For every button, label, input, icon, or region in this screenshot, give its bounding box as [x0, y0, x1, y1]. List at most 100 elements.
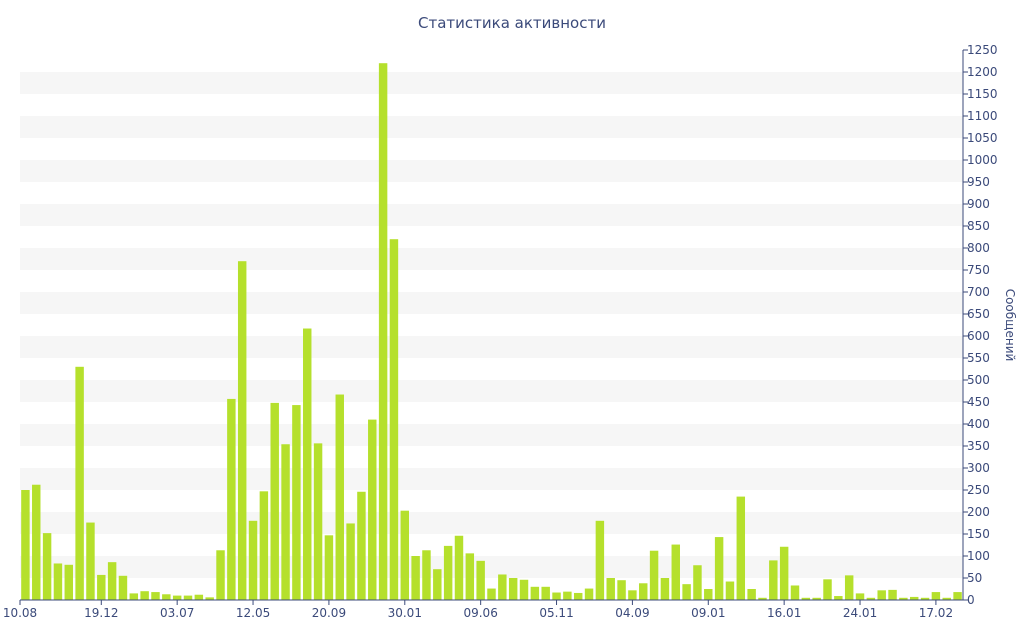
- y-tick-label: 1250: [967, 43, 998, 57]
- bar[interactable]: [172, 595, 182, 600]
- bar[interactable]: [530, 586, 540, 600]
- bar[interactable]: [422, 550, 431, 600]
- bar[interactable]: [107, 562, 117, 600]
- grid-band: [20, 292, 963, 314]
- bar[interactable]: [779, 546, 789, 600]
- bar[interactable]: [237, 261, 247, 600]
- bar[interactable]: [888, 589, 897, 600]
- bar[interactable]: [64, 564, 73, 600]
- bar[interactable]: [97, 574, 106, 600]
- bar[interactable]: [769, 560, 778, 600]
- bar[interactable]: [443, 545, 453, 600]
- bar[interactable]: [714, 537, 724, 600]
- bar[interactable]: [433, 569, 442, 600]
- bar[interactable]: [704, 589, 713, 600]
- bar[interactable]: [378, 63, 388, 600]
- bar[interactable]: [357, 491, 366, 600]
- bar[interactable]: [270, 402, 279, 600]
- bar[interactable]: [671, 544, 680, 600]
- bar[interactable]: [53, 563, 63, 600]
- bar[interactable]: [194, 594, 204, 600]
- bar[interactable]: [790, 585, 800, 600]
- bar[interactable]: [834, 596, 843, 600]
- bar[interactable]: [411, 556, 420, 600]
- bar[interactable]: [151, 592, 160, 600]
- bar[interactable]: [758, 597, 767, 600]
- bar[interactable]: [573, 592, 583, 600]
- bar[interactable]: [346, 523, 355, 600]
- y-tick-label: 0: [967, 593, 975, 607]
- bar[interactable]: [183, 595, 193, 600]
- bar[interactable]: [693, 565, 702, 600]
- bar[interactable]: [725, 581, 735, 600]
- bar[interactable]: [303, 328, 312, 600]
- x-tick-label: 10.08: [3, 606, 37, 620]
- bar[interactable]: [487, 588, 496, 600]
- bar[interactable]: [682, 584, 691, 600]
- bar[interactable]: [877, 590, 886, 600]
- bar[interactable]: [639, 583, 648, 600]
- bar[interactable]: [389, 239, 399, 600]
- bar[interactable]: [519, 579, 529, 600]
- bar[interactable]: [21, 490, 30, 600]
- bar[interactable]: [584, 588, 594, 600]
- bar[interactable]: [942, 597, 951, 600]
- bar[interactable]: [812, 597, 821, 600]
- bar[interactable]: [920, 597, 930, 600]
- bar[interactable]: [476, 560, 485, 600]
- x-tick-label: 04.09: [615, 606, 649, 620]
- bar[interactable]: [335, 394, 344, 600]
- bar[interactable]: [368, 419, 377, 600]
- bar[interactable]: [313, 443, 323, 600]
- bar[interactable]: [823, 579, 832, 600]
- bar[interactable]: [866, 597, 876, 600]
- bar[interactable]: [248, 520, 258, 600]
- bar[interactable]: [855, 593, 865, 600]
- y-tick-label: 950: [967, 175, 990, 189]
- bar[interactable]: [617, 580, 626, 600]
- bar[interactable]: [259, 491, 269, 600]
- bar[interactable]: [465, 553, 475, 600]
- bar[interactable]: [129, 593, 139, 600]
- bar[interactable]: [216, 550, 225, 600]
- bar[interactable]: [75, 366, 84, 600]
- y-tick-label: 1050: [967, 131, 998, 145]
- bar[interactable]: [747, 589, 756, 600]
- x-tick-label: 09.06: [463, 606, 497, 620]
- y-tick-label: 400: [967, 417, 990, 431]
- bar[interactable]: [844, 575, 854, 600]
- bar[interactable]: [400, 510, 410, 600]
- bar[interactable]: [508, 578, 518, 600]
- bar[interactable]: [801, 597, 811, 600]
- x-tick-label: 03.07: [160, 606, 194, 620]
- bar[interactable]: [953, 592, 962, 600]
- bar[interactable]: [541, 586, 550, 600]
- bar[interactable]: [227, 398, 236, 600]
- bar[interactable]: [140, 591, 149, 600]
- bar[interactable]: [32, 484, 41, 600]
- bar[interactable]: [162, 594, 171, 600]
- bar[interactable]: [42, 533, 52, 600]
- bar[interactable]: [205, 597, 214, 600]
- bar[interactable]: [454, 535, 464, 600]
- bar[interactable]: [628, 590, 637, 600]
- bar[interactable]: [552, 592, 561, 600]
- bar[interactable]: [736, 496, 746, 600]
- bar[interactable]: [498, 574, 507, 600]
- bar[interactable]: [660, 578, 670, 600]
- bar[interactable]: [292, 405, 301, 600]
- bar[interactable]: [595, 520, 605, 600]
- bar[interactable]: [899, 597, 908, 600]
- bar[interactable]: [324, 535, 334, 600]
- bar[interactable]: [86, 522, 95, 600]
- bar[interactable]: [118, 575, 128, 600]
- bar[interactable]: [281, 444, 290, 600]
- grid-band: [20, 380, 963, 402]
- bar[interactable]: [649, 550, 659, 600]
- bar[interactable]: [606, 578, 615, 600]
- bar[interactable]: [910, 596, 919, 600]
- bar[interactable]: [563, 591, 572, 600]
- bar[interactable]: [931, 592, 941, 600]
- grid-band: [20, 248, 963, 270]
